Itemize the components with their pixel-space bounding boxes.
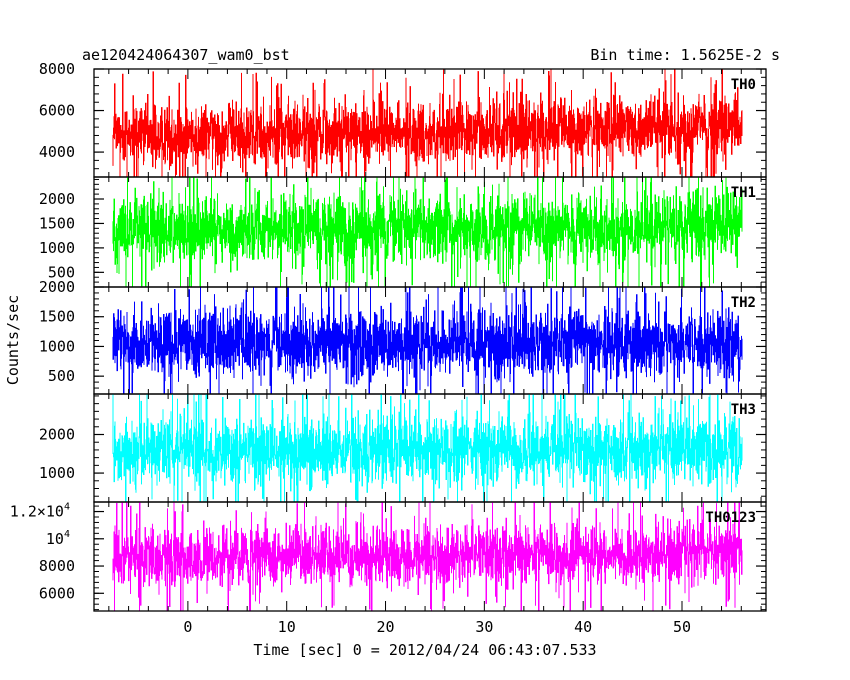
y-tick-label: 1500	[39, 214, 75, 232]
y-tick-label: 2000	[39, 426, 75, 444]
panel-label-th0: TH0	[731, 77, 756, 93]
y-tick-label: 1000	[39, 464, 75, 482]
panel-label-th3: TH3	[731, 402, 756, 418]
y-tick-label: 1.2×104	[10, 502, 70, 521]
series-line-th0	[112, 69, 743, 177]
panel-th0123: 6000 8000 104 1.2×104 TH0123	[10, 501, 767, 612]
y-tick-label: 4000	[39, 143, 75, 161]
series-line-th0123	[112, 502, 743, 611]
y-tick-label: 8000	[39, 60, 75, 78]
series-line-th2	[112, 287, 743, 394]
y-tick-label: 2000	[39, 190, 75, 208]
y-tick-label: 2000	[39, 278, 75, 296]
y-tick-label: 1000	[39, 239, 75, 257]
panel-th2: 500 1000 1500 2000 TH2	[39, 278, 767, 395]
y-tick-label: 6000	[39, 584, 75, 602]
panel-th3: 1000 2000 TH3	[39, 393, 767, 503]
y-tick-label: 1000	[39, 337, 75, 355]
x-axis: 0 10 20 30 40 50	[183, 618, 691, 636]
x-tick-label: 0	[183, 618, 192, 636]
y-tick-label: 6000	[39, 102, 75, 120]
y-tick-label: 1500	[39, 308, 75, 326]
y-tick-label: 104	[46, 529, 70, 548]
bin-time-label: Bin time: 1.5625E-2 s	[590, 46, 780, 64]
series-line-th1	[112, 177, 743, 287]
y-tick-label: 500	[48, 263, 75, 281]
x-tick-label: 20	[376, 618, 394, 636]
panel-th1: 500 1000 1500 2000 TH1	[39, 176, 767, 288]
series-line-th3	[112, 394, 743, 502]
panel-label-th0123: TH0123	[705, 510, 756, 526]
panels-layer: 4000 6000 8000 TH0 500 1000 1500 2000 TH1 500 1000…	[10, 60, 767, 612]
chart-title: ae120424064307_wam0_bst	[82, 46, 290, 64]
x-tick-label: 50	[673, 618, 691, 636]
y-axis-label: Counts/sec	[4, 295, 22, 385]
x-axis-label: Time [sec] 0 = 2012/04/24 06:43:07.533	[253, 641, 596, 659]
x-tick-label: 10	[278, 618, 296, 636]
y-tick-label: 8000	[39, 557, 75, 575]
panel-th0: 4000 6000 8000 TH0	[39, 60, 767, 178]
y-tick-label: 500	[48, 367, 75, 385]
panel-frame	[93, 501, 767, 612]
x-tick-label: 40	[574, 618, 592, 636]
x-tick-label: 30	[475, 618, 493, 636]
panel-label-th2: TH2	[731, 295, 756, 311]
panel-label-th1: TH1	[731, 185, 756, 201]
